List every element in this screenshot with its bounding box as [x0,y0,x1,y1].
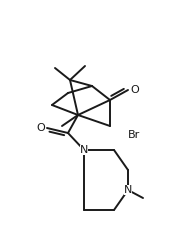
Text: N: N [80,145,88,155]
Text: N: N [124,185,132,195]
Text: Br: Br [128,130,140,140]
Text: O: O [36,123,45,133]
Text: O: O [130,85,139,95]
